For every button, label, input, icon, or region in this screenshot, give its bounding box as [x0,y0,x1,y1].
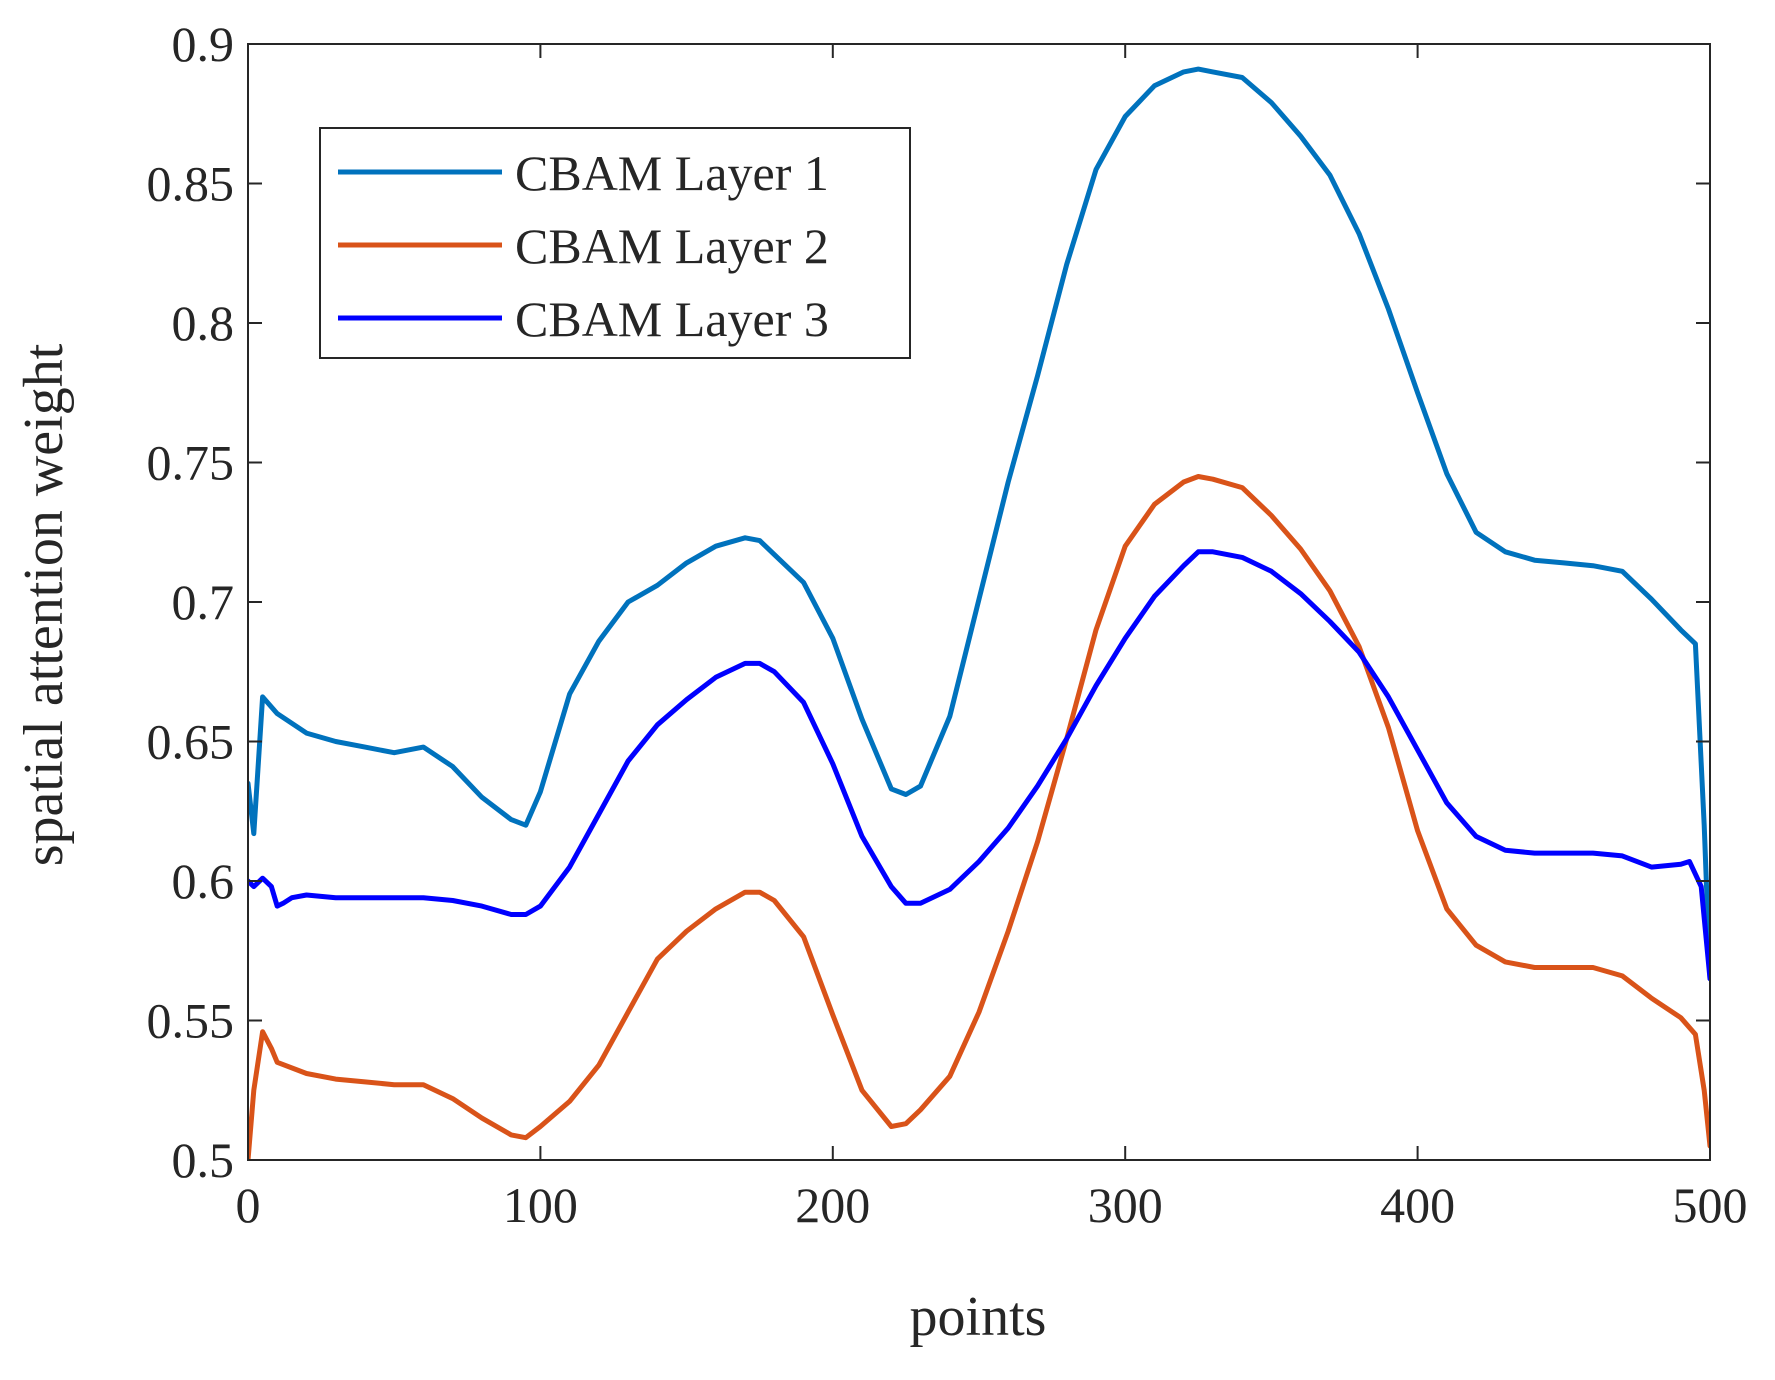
y-axis-label: spatial attention weight [13,343,75,866]
y-tick-label: 0.5 [172,1132,235,1188]
y-tick-label: 0.85 [147,156,235,212]
x-tick-label: 100 [503,1177,578,1233]
legend-label-cbam-layer-1: CBAM Layer 1 [515,145,829,201]
series-line-cbam-layer-2 [248,474,1710,1160]
legend: CBAM Layer 1 CBAM Layer 2 CBAM Layer 3 [319,127,911,359]
y-tick-label: 0.6 [172,853,235,909]
y-tick-label: 0.75 [147,435,235,491]
x-tick-label: 0 [236,1177,261,1233]
y-tick-label: 0.65 [147,714,235,770]
series-line-cbam-layer-1 [248,66,1710,982]
x-axis-label: points [910,1286,1047,1348]
axes: 0 100 200 300 400 500 0.5 0.55 0.6 0.65 0.7 0.75 0.8… [147,16,1748,1233]
x-tick-label: 500 [1673,1177,1748,1233]
x-tick-label: 200 [795,1177,870,1233]
y-tick-label: 0.9 [172,16,235,72]
y-tick-label: 0.55 [147,993,235,1049]
y-tick-label: 0.8 [172,295,235,351]
legend-label-cbam-layer-3: CBAM Layer 3 [515,291,829,347]
y-tick-label: 0.7 [172,574,235,630]
legend-label-cbam-layer-2: CBAM Layer 2 [515,218,829,274]
series-line-cbam-layer-3 [248,549,1710,982]
plot-area [248,66,1710,1160]
x-tick-label: 400 [1380,1177,1455,1233]
x-tick-label: 300 [1088,1177,1163,1233]
